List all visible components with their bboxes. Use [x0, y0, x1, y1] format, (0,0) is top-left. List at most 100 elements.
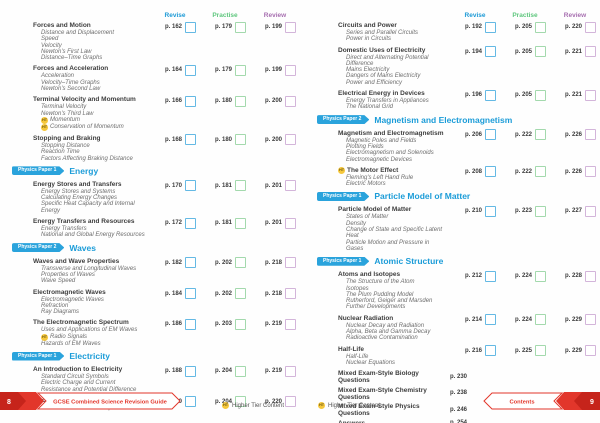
practise-checkbox[interactable]: [235, 396, 246, 408]
revise-checkbox[interactable]: [185, 318, 196, 330]
review-checkbox[interactable]: [585, 205, 596, 217]
practise-checkbox[interactable]: [235, 217, 246, 229]
revise-cell: p. 172: [150, 217, 200, 229]
review-page: p. 220: [564, 24, 582, 30]
review-cell: p. 218: [250, 288, 300, 300]
revise-checkbox[interactable]: [485, 21, 496, 33]
revise-page: p. 184: [164, 290, 182, 297]
revise-cell: p. 168: [150, 134, 200, 146]
revise-checkbox[interactable]: [185, 95, 196, 107]
review-header: Review: [563, 12, 587, 19]
review-cell: p. 199: [250, 21, 300, 33]
review-page: p. 229: [564, 347, 582, 354]
review-checkbox[interactable]: [585, 314, 596, 326]
review-checkbox[interactable]: [285, 396, 296, 408]
section-title: Waves: [69, 242, 96, 253]
practise-checkbox[interactable]: [235, 21, 246, 33]
practise-checkbox[interactable]: [235, 318, 246, 330]
practise-checkbox[interactable]: [535, 205, 546, 217]
practise-checkbox[interactable]: [535, 21, 546, 33]
revise-checkbox[interactable]: [185, 217, 196, 229]
review-checkbox[interactable]: [585, 166, 596, 178]
practise-checkbox[interactable]: [535, 89, 546, 101]
revise-checkbox[interactable]: [185, 365, 196, 377]
revise-checkbox[interactable]: [185, 64, 196, 76]
review-checkbox[interactable]: [585, 345, 596, 357]
revise-page: p. 208: [464, 168, 482, 175]
revise-checkbox[interactable]: [185, 288, 196, 300]
revise-header: Revise: [464, 12, 486, 19]
entry-subtopics: Electromagnetic Waves Refraction Ray Dia…: [41, 296, 104, 316]
revise-checkbox[interactable]: [485, 129, 496, 141]
practise-checkbox[interactable]: [535, 46, 546, 58]
revise-checkbox[interactable]: [485, 345, 496, 357]
ribbon-shape: [36, 392, 181, 410]
revise-checkbox[interactable]: [185, 396, 196, 408]
review-checkbox[interactable]: [585, 21, 596, 33]
practise-checkbox[interactable]: [535, 314, 546, 326]
toc-entry: Magnetism and Electromagnetism Magnetic …: [338, 129, 600, 163]
review-checkbox[interactable]: [285, 217, 296, 229]
entry-text: Waves and Wave Properties Transverse and…: [33, 258, 150, 285]
review-checkbox[interactable]: [285, 95, 296, 107]
practise-page: p. 204: [214, 368, 232, 375]
practise-checkbox[interactable]: [235, 257, 246, 269]
review-checkbox[interactable]: [285, 180, 296, 192]
practise-checkbox[interactable]: [235, 64, 246, 76]
revise-checkbox[interactable]: [485, 46, 496, 58]
review-checkbox[interactable]: [585, 89, 596, 101]
practise-checkbox[interactable]: [235, 180, 246, 192]
review-checkbox[interactable]: [285, 318, 296, 330]
review-checkbox[interactable]: [585, 46, 596, 58]
review-page: p. 218: [264, 290, 282, 297]
review-checkbox[interactable]: [285, 257, 296, 269]
practise-checkbox[interactable]: [535, 129, 546, 141]
higher-tier-icon: HT: [318, 402, 325, 409]
entry-text: Energy Stores and Transfers Energy Store…: [33, 181, 150, 214]
toc-entry: Forces and Motion Distance and Displacem…: [33, 21, 300, 61]
revise-checkbox[interactable]: [485, 205, 496, 217]
practise-page: p. 225: [514, 347, 532, 354]
entry-subtopics: States of Matter Density Change of State…: [346, 214, 443, 252]
review-page: p. 221: [564, 92, 582, 99]
review-cell: p. 219: [250, 318, 300, 330]
practise-page: p. 223: [514, 208, 532, 215]
practise-cell: p. 223: [500, 205, 550, 217]
review-checkbox[interactable]: [285, 21, 296, 33]
revise-cell: p. 212: [450, 270, 500, 282]
revise-checkbox[interactable]: [485, 166, 496, 178]
revise-checkbox[interactable]: [485, 89, 496, 101]
revise-checkbox[interactable]: [185, 134, 196, 146]
revise-checkbox[interactable]: [185, 21, 196, 33]
entry-text: Nuclear Radiation Nuclear Decay and Radi…: [338, 315, 450, 342]
practise-cell: p. 205: [500, 89, 550, 101]
practise-checkbox[interactable]: [235, 95, 246, 107]
section-header-atomic-structure: Physics Paper 1 Atomic Structure: [317, 256, 600, 266]
toc-entry: Electromagnetic Waves Electromagnetic Wa…: [33, 288, 300, 316]
revise-checkbox[interactable]: [185, 180, 196, 192]
toc-entry: Half-Life Half-Life Nuclear Equations p.…: [338, 345, 600, 367]
review-checkbox[interactable]: [585, 129, 596, 141]
practise-cell: p. 179: [200, 21, 250, 33]
left-page-number: 8: [7, 399, 11, 406]
section-header-magnetism: Physics Paper 2 Magnetism and Electromag…: [317, 115, 600, 125]
practise-checkbox[interactable]: [535, 166, 546, 178]
review-checkbox[interactable]: [285, 365, 296, 377]
section-title: Energy: [69, 165, 99, 176]
practise-checkbox[interactable]: [535, 270, 546, 282]
practise-page: p. 181: [214, 220, 232, 227]
revise-checkbox[interactable]: [485, 270, 496, 282]
revise-checkbox[interactable]: [485, 314, 496, 326]
review-checkbox[interactable]: [285, 288, 296, 300]
practise-page: p. 179: [214, 24, 232, 30]
review-checkbox[interactable]: [285, 134, 296, 146]
review-checkbox[interactable]: [585, 270, 596, 282]
review-checkbox[interactable]: [285, 64, 296, 76]
practise-checkbox[interactable]: [235, 288, 246, 300]
practise-page: p. 222: [514, 131, 532, 138]
practise-checkbox[interactable]: [235, 134, 246, 146]
practise-checkbox[interactable]: [535, 345, 546, 357]
revise-checkbox[interactable]: [185, 257, 196, 269]
practise-checkbox[interactable]: [235, 365, 246, 377]
